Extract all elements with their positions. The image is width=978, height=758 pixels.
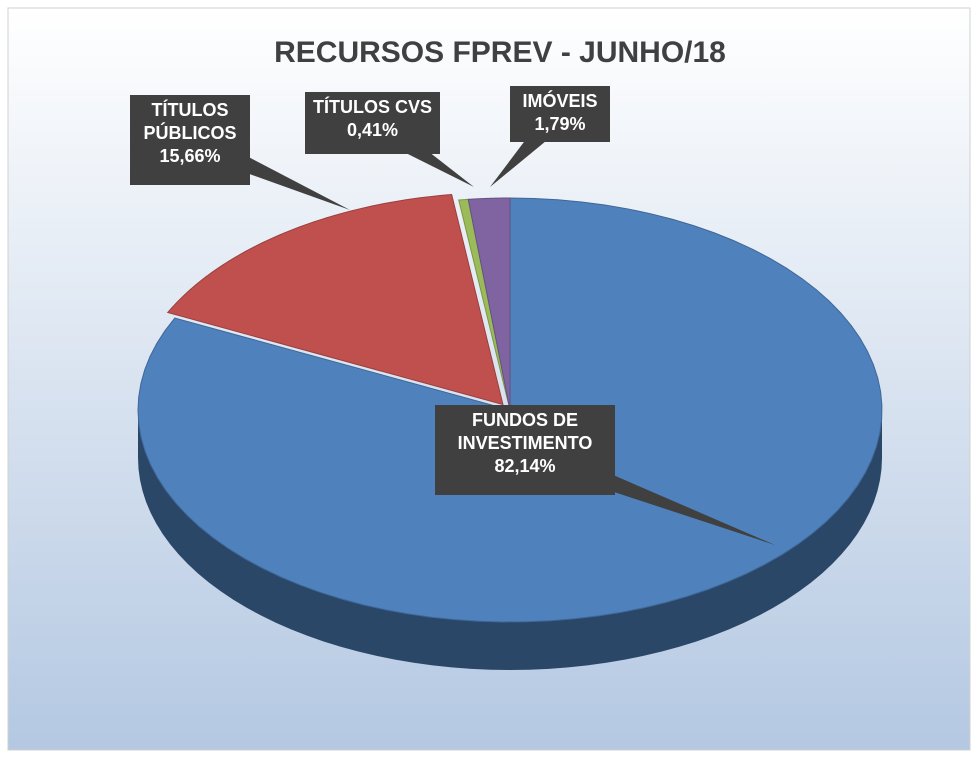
chart-title: RECURSOS FPREV - JUNHO/18 [274,36,726,69]
slice [467,197,511,411]
label-category: FUNDOS DE INVESTIMENTO [457,410,593,453]
label-category: TÍTULOS CVS [312,97,432,117]
label-value: 1,79% [534,114,586,134]
data-label: TÍTULOS CVS 0,41% [305,92,440,154]
data-label: TÍTULOS PÚBLICOS 15,66% [130,95,250,185]
label-value: 15,66% [159,146,221,166]
data-label: IMÓVEIS 1,79% [510,86,610,142]
label-category: IMÓVEIS [522,91,598,111]
label-value: 0,41% [346,120,399,140]
data-label: FUNDOS DE INVESTIMENTO 82,14% [435,405,615,495]
label-value: 82,14% [494,456,556,476]
label-category: TÍTULOS PÚBLICOS [143,100,237,143]
slice-side [138,410,882,670]
slice [166,193,504,406]
slice [458,198,511,411]
